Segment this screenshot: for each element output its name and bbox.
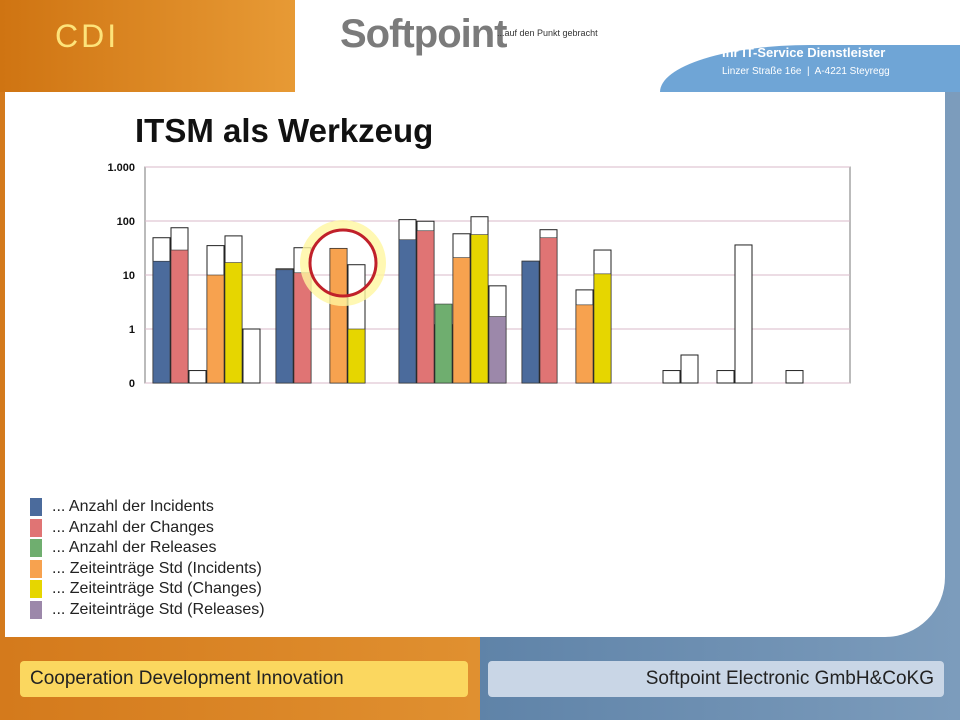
bar xyxy=(275,269,294,384)
legend-label: ... Zeiteinträge Std (Releases) xyxy=(52,600,265,618)
total-bar xyxy=(734,244,753,384)
y-tick-label: 0 xyxy=(129,378,135,390)
legend-swatch xyxy=(30,600,42,619)
bar xyxy=(488,316,507,384)
slogan: ...auf den Punkt gebracht xyxy=(497,28,598,38)
bar xyxy=(434,303,453,384)
total-bar xyxy=(242,328,261,384)
bar xyxy=(293,272,312,384)
legend-item: ... Zeiteinträge Std (Releases) xyxy=(30,600,265,621)
bar xyxy=(329,248,348,384)
y-tick-label: 1 xyxy=(129,324,135,336)
bar xyxy=(398,239,417,384)
bar xyxy=(470,234,489,384)
y-tick-label: 10 xyxy=(123,270,135,282)
highlight-glow xyxy=(300,220,386,306)
bar xyxy=(575,304,594,384)
total-bar xyxy=(662,370,681,384)
brand-box: CDI xyxy=(0,0,295,92)
legend-swatch xyxy=(30,559,42,578)
brand: CDI xyxy=(55,18,120,54)
bar xyxy=(152,260,171,384)
legend-label: ... Zeiteinträge Std (Changes) xyxy=(52,580,262,598)
tagline: Ihr IT-Service Dienstleister xyxy=(722,45,886,60)
logo: Softpoint xyxy=(340,12,507,56)
total-bar xyxy=(785,370,804,384)
bar xyxy=(170,249,189,384)
bar xyxy=(452,257,471,384)
legend-label: ... Anzahl der Releases xyxy=(52,539,217,557)
legend-label: ... Anzahl der Incidents xyxy=(52,498,214,516)
address: Linzer Straße 16e | A-4221 Steyregg xyxy=(722,66,890,77)
legend-item: ... Anzahl der Releases xyxy=(30,538,265,559)
total-bar xyxy=(716,370,735,384)
legend-swatch xyxy=(30,518,42,537)
footer-left: Cooperation Development Innovation xyxy=(20,661,468,697)
bar xyxy=(521,260,540,384)
total-bar xyxy=(680,354,699,384)
bar xyxy=(593,273,612,384)
total-bar xyxy=(188,370,207,384)
legend-swatch xyxy=(30,580,42,599)
y-tick-label: 100 xyxy=(117,216,135,228)
legend-label: ... Anzahl der Changes xyxy=(52,518,214,536)
chart: 0 1 10 100 1.000 xyxy=(107,162,851,390)
legend-item: ... Anzahl der Incidents xyxy=(30,497,265,518)
legend-label: ... Zeiteinträge Std (Incidents) xyxy=(52,559,262,577)
legend-item: ... Zeiteinträge Std (Incidents) xyxy=(30,559,265,580)
legend-swatch xyxy=(30,539,42,558)
legend-item: ... Anzahl der Changes xyxy=(30,518,265,539)
slide-title: ITSM als Werkzeug xyxy=(135,112,434,149)
legend-item: ... Zeiteinträge Std (Changes) xyxy=(30,579,265,600)
bar xyxy=(539,237,558,384)
bar xyxy=(206,274,225,384)
bar xyxy=(347,328,366,384)
legend-swatch xyxy=(30,498,42,517)
bar xyxy=(416,230,435,384)
y-tick-label: 1.000 xyxy=(107,162,135,174)
footer-right: Softpoint Electronic GmbH&CoKG xyxy=(488,661,944,697)
bar xyxy=(224,262,243,384)
highlight-circle xyxy=(308,228,378,298)
legend: ... Anzahl der Incidents ... Anzahl der C… xyxy=(30,497,265,620)
